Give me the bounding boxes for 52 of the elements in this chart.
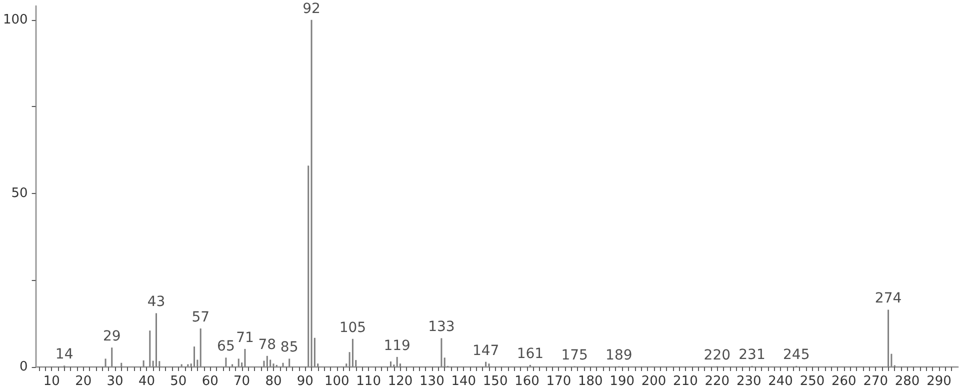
x-tick-label: 280 xyxy=(894,374,920,389)
annotation: 105 xyxy=(339,320,366,336)
x-tick-label: 120 xyxy=(388,374,413,389)
annotation: 57 xyxy=(192,309,210,326)
x-tick-label: 80 xyxy=(265,374,282,389)
annotation: 65 xyxy=(217,338,235,355)
y-tick-label: 100 xyxy=(2,12,28,28)
x-tick-label: 150 xyxy=(482,374,508,389)
x-tick-label: 60 xyxy=(202,374,218,389)
x-tick-label: 40 xyxy=(138,374,155,389)
x-tick-label: 160 xyxy=(514,374,540,389)
x-tick-label: 200 xyxy=(641,374,666,389)
x-tick-label: 20 xyxy=(75,374,92,389)
x-tick-label: 250 xyxy=(800,374,825,389)
annotation: 133 xyxy=(428,319,455,336)
annotation: 29 xyxy=(102,328,121,345)
annotation: 231 xyxy=(738,346,766,363)
x-tick-label: 240 xyxy=(768,374,793,389)
annotation: 92 xyxy=(302,0,320,17)
x-tick-label: 130 xyxy=(420,374,444,389)
annotation: 245 xyxy=(783,346,810,363)
annotation: 85 xyxy=(280,340,298,356)
x-tick-label: 260 xyxy=(832,374,856,389)
x-tick-label: 50 xyxy=(170,374,187,389)
x-tick-label: 190 xyxy=(610,374,634,389)
x-tick-label: 70 xyxy=(234,374,250,389)
annotation: 274 xyxy=(874,290,902,307)
x-tick-label: 90 xyxy=(296,374,314,389)
y-tick-label: 50 xyxy=(11,186,28,201)
x-tick-label: 140 xyxy=(451,374,476,389)
x-tick-label: 290 xyxy=(926,374,952,389)
annotation: 78 xyxy=(258,336,276,353)
x-tick-label: 220 xyxy=(704,374,730,389)
x-tick-label: 110 xyxy=(356,374,381,389)
annotation: 14 xyxy=(55,346,74,363)
x-tick-label: 180 xyxy=(578,374,603,389)
y-tick-label: 0 xyxy=(20,360,28,374)
x-tick-label: 10 xyxy=(43,374,60,389)
x-tick-label: 270 xyxy=(863,374,888,389)
annotation: 71 xyxy=(236,330,254,346)
annotation: 147 xyxy=(472,342,500,359)
x-tick-label: 230 xyxy=(736,374,762,389)
annotation: 189 xyxy=(606,347,632,364)
annotation: 43 xyxy=(147,294,166,310)
x-tick-label: 30 xyxy=(106,374,124,389)
annotation: 161 xyxy=(516,346,544,362)
annotation: 175 xyxy=(561,347,588,364)
x-tick-label: 100 xyxy=(324,374,350,389)
x-tick-label: 170 xyxy=(546,374,572,389)
annotation: 220 xyxy=(704,347,731,364)
x-tick-label: 210 xyxy=(673,374,698,389)
annotation: 119 xyxy=(384,338,410,354)
